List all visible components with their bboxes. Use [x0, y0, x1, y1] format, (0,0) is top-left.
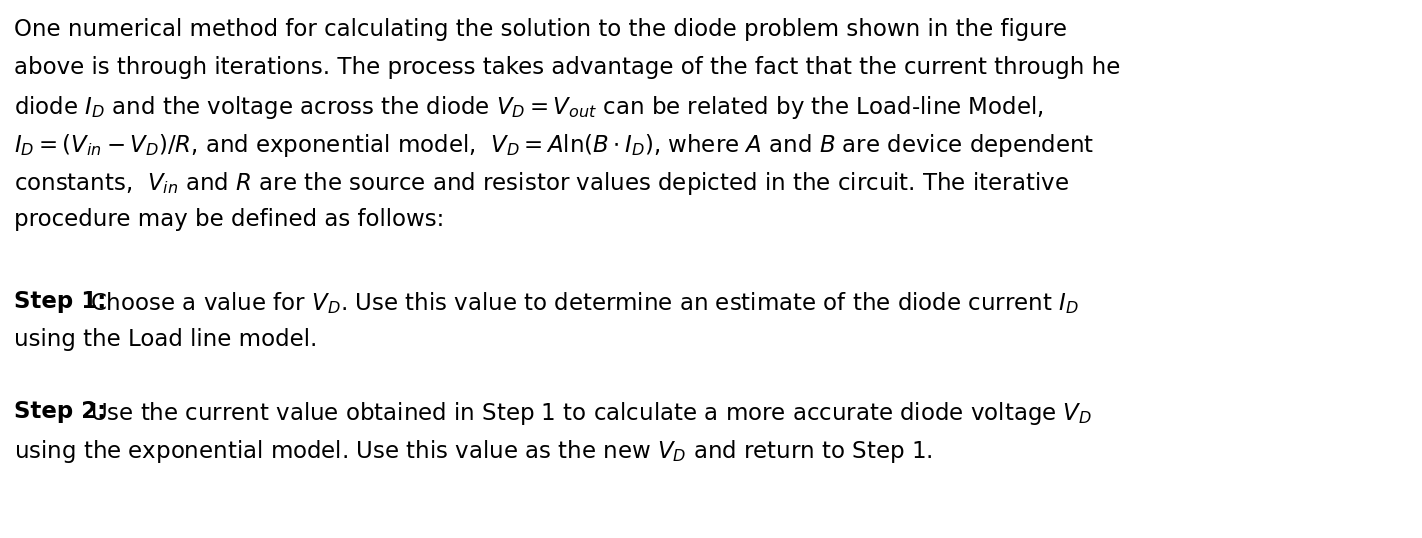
Text: Step 2:: Step 2: [14, 400, 107, 423]
Text: Choose a value for $V_D$. Use this value to determine an estimate of the diode c: Choose a value for $V_D$. Use this value… [90, 290, 1079, 316]
Text: diode $I_D$ and the voltage across the diode $V_D = V_{out}$ can be related by t: diode $I_D$ and the voltage across the d… [14, 94, 1044, 121]
Text: procedure may be defined as follows:: procedure may be defined as follows: [14, 208, 444, 231]
Text: above is through iterations. The process takes advantage of the fact that the cu: above is through iterations. The process… [14, 56, 1121, 79]
Text: constants,  $V_{in}$ and $R$ are the source and resistor values depicted in the : constants, $V_{in}$ and $R$ are the sour… [14, 170, 1069, 197]
Text: using the Load line model.: using the Load line model. [14, 328, 317, 351]
Text: $I_D =(V_{in}-V_D)/R$, and exponential model,  $V_D = A\ln(B\cdot I_D)$, where $: $I_D =(V_{in}-V_D)/R$, and exponential m… [14, 132, 1095, 159]
Text: Use the current value obtained in Step 1 to calculate a more accurate diode volt: Use the current value obtained in Step 1… [90, 400, 1092, 427]
Text: One numerical method for calculating the solution to the diode problem shown in : One numerical method for calculating the… [14, 18, 1066, 41]
Text: using the exponential model. Use this value as the new $V_D$ and return to Step : using the exponential model. Use this va… [14, 438, 933, 465]
Text: Step 1:: Step 1: [14, 290, 107, 313]
